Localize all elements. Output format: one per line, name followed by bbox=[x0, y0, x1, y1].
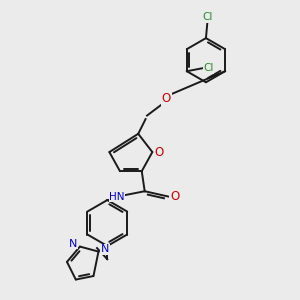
Text: Cl: Cl bbox=[203, 63, 214, 73]
Text: N: N bbox=[69, 238, 78, 249]
Text: HN: HN bbox=[109, 191, 125, 202]
Text: O: O bbox=[162, 92, 171, 105]
Text: Cl: Cl bbox=[202, 12, 213, 22]
Text: O: O bbox=[170, 190, 179, 203]
Text: O: O bbox=[154, 146, 164, 159]
Text: N: N bbox=[101, 244, 109, 254]
